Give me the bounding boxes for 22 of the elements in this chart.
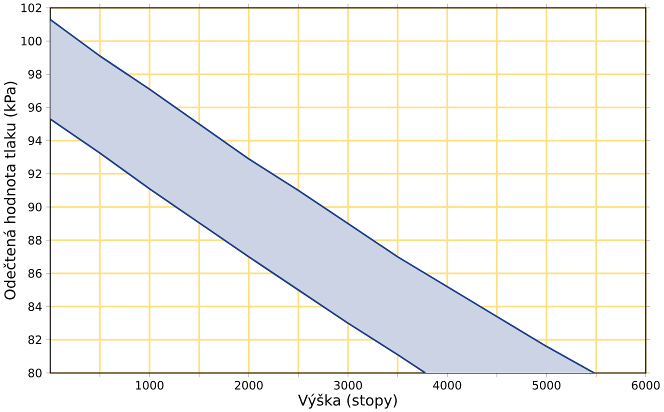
y-tick-label: 82 <box>28 335 42 344</box>
x-tick-label: 2000 <box>234 380 263 390</box>
x-axis-title: Výška (stopy) <box>298 394 397 409</box>
y-tick-label: 92 <box>28 169 42 178</box>
y-tick-label: 88 <box>28 236 42 245</box>
line-series <box>50 18 595 373</box>
y-tick-label: 84 <box>28 302 42 311</box>
y-tick-label: 100 <box>22 36 42 46</box>
y-axis-title: Odečtená hodnota tlaku (kPa) <box>4 82 18 300</box>
y-tick-label: 94 <box>28 136 42 145</box>
y-tick-label: 102 <box>22 3 42 12</box>
y-tick-label: 96 <box>28 103 42 112</box>
line-series <box>50 118 426 373</box>
x-tick-label: 1000 <box>136 380 164 390</box>
y-tick-label: 86 <box>28 269 42 278</box>
x-tick-label: 6000 <box>632 380 660 390</box>
y-tick-label: 80 <box>28 368 42 378</box>
x-tick-label: 3000 <box>334 380 362 390</box>
y-tick-label: 90 <box>28 202 42 212</box>
x-tick-label: 5000 <box>532 380 560 390</box>
y-tick-label: 98 <box>28 70 42 79</box>
x-tick-label: 4000 <box>433 380 462 390</box>
